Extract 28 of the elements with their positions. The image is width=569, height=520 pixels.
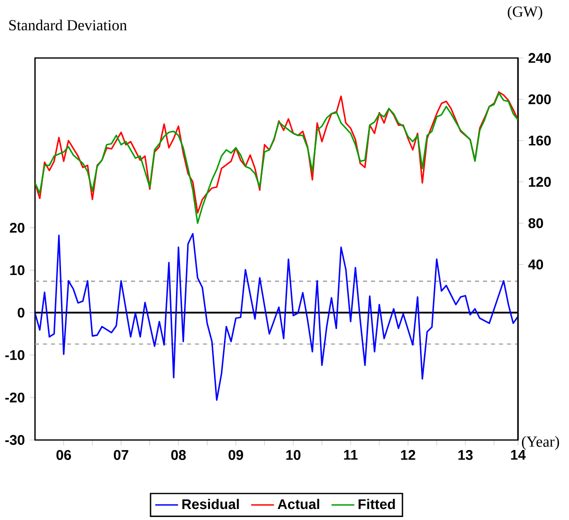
x-tick-label: 12	[401, 450, 416, 460]
x-tick-label: 08	[171, 450, 186, 460]
y-tick-label: 20	[10, 222, 24, 233]
x-axis-title: (Year)	[522, 436, 560, 450]
x-tick-label: 10	[286, 450, 300, 460]
y2-tick-label: 160	[528, 136, 551, 146]
y2-tick-label: 200	[528, 94, 551, 104]
legend-label: Fitted	[358, 498, 395, 510]
y-tick-label: 10	[10, 265, 24, 276]
x-tick-label: 11	[344, 450, 358, 460]
y-axis-title: Standard Deviation	[9, 20, 127, 30]
x-tick-label: 13	[458, 450, 473, 460]
x-tick-label: 09	[228, 450, 244, 460]
y-tick-label: -30	[5, 435, 24, 445]
y-tick-label: -20	[5, 392, 24, 403]
line-series	[35, 232, 518, 401]
y2-tick-label: 80	[528, 218, 544, 228]
y2-axis-title: (GW)	[508, 6, 542, 20]
legend-label: Actual	[278, 498, 320, 510]
y-tick-label: 0	[18, 308, 24, 318]
y2-tick-label: 120	[528, 176, 551, 187]
x-tick-label: 06	[56, 450, 71, 460]
y2-tick-label: 40	[528, 260, 544, 270]
y-tick-label: -10	[5, 350, 24, 360]
x-tick-label: 07	[114, 450, 128, 460]
y2-tick-label: 240	[528, 53, 551, 63]
x-tick-label: 14	[511, 450, 526, 460]
legend-label: Residual	[182, 498, 239, 510]
